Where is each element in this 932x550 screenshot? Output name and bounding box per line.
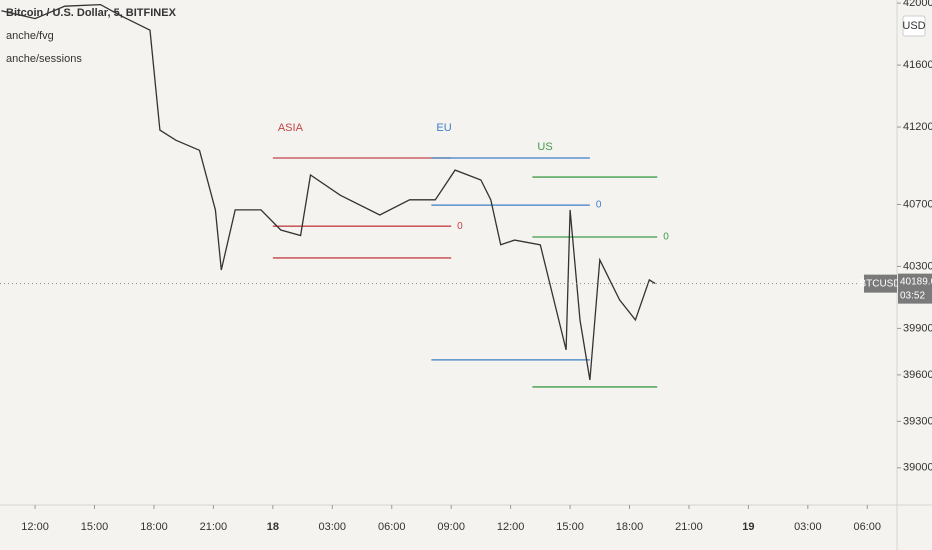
y-tick-label: 40700.0 (903, 198, 932, 210)
x-tick-label: 12:00 (21, 521, 49, 533)
x-tick-label: 21:00 (200, 521, 228, 533)
x-tick-label: 12:00 (497, 521, 525, 533)
chart-title: Bitcoin / U.S. Dollar, 5, BITFINEX (6, 7, 177, 19)
y-tick-label: 41600.0 (903, 59, 932, 71)
symbol-label: BTCUSD (859, 278, 900, 289)
session-mid-label: 0 (596, 200, 602, 211)
x-tick-label: 06:00 (854, 521, 882, 533)
x-tick-label: 18:00 (616, 521, 644, 533)
y-tick-label: 42000.0 (903, 0, 932, 9)
x-tick-label: 21:00 (675, 521, 703, 533)
price-line (1, 3, 656, 381)
x-tick-label: 09:00 (437, 521, 465, 533)
x-tick-label: 06:00 (378, 521, 406, 533)
price-tag (898, 273, 932, 304)
session-label: ASIA (278, 122, 304, 134)
x-tick-label: 18 (267, 521, 279, 533)
x-tick-label: 03:00 (794, 521, 822, 533)
countdown-label: 03:52 (900, 290, 925, 301)
y-tick-label: 39900.0 (903, 322, 932, 334)
x-tick-label: 19 (742, 521, 754, 533)
y-tick-label: 39300.0 (903, 415, 932, 427)
currency-button[interactable] (902, 15, 926, 37)
x-tick-label: 15:00 (556, 521, 584, 533)
indicator-label: anche/sessions (6, 53, 82, 65)
y-tick-label: 39600.0 (903, 369, 932, 381)
x-tick-label: 18:00 (140, 521, 168, 533)
x-tick-label: 15:00 (81, 521, 109, 533)
session-label: US (537, 141, 552, 153)
session-mid-label: 0 (663, 232, 669, 243)
indicator-label: anche/fvg (6, 30, 54, 42)
x-tick-label: 03:00 (319, 521, 347, 533)
session-label: EU (436, 122, 451, 134)
y-tick-label: 39000.0 (903, 462, 932, 474)
y-tick-label: 40300.0 (903, 260, 932, 272)
symbol-tag (864, 274, 897, 293)
price-tag-label: 40189.0 (900, 276, 932, 287)
currency-label[interactable]: USD (902, 20, 925, 32)
session-mid-label: 0 (457, 221, 463, 232)
y-tick-label: 41200.0 (903, 121, 932, 133)
